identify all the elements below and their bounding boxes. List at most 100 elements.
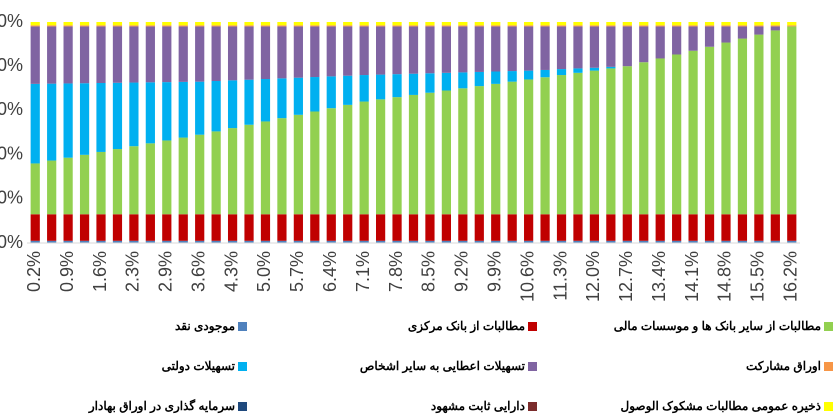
bar-segment: [573, 72, 583, 215]
bar-segment: [244, 124, 254, 215]
bar-segment: [63, 26, 73, 84]
bar-segment: [96, 25, 106, 27]
bar-segment: [162, 140, 172, 215]
bar-segment: [47, 83, 57, 161]
bar-segment: [326, 108, 336, 215]
x-tick-label: 8.5%: [419, 251, 439, 292]
bar-segment: [30, 22, 40, 26]
bar-segment: [162, 25, 172, 27]
bar-segment: [79, 26, 90, 84]
bar-segment: [556, 26, 567, 70]
bar-segment: [540, 26, 550, 70]
bar-segment: [195, 214, 205, 241]
legend-label: تسهیلات دولتی: [161, 359, 235, 373]
legend-swatch: [824, 401, 833, 411]
bar-segment: [211, 22, 221, 26]
bar-segment: [376, 240, 386, 243]
bar-segment: [754, 25, 764, 27]
x-tick-label: 4.3%: [221, 251, 241, 292]
bar-segment: [425, 240, 435, 243]
bar-segment: [260, 26, 271, 80]
bar-segment: [491, 83, 501, 215]
bar-segment: [129, 22, 139, 26]
bar-segment: [392, 240, 402, 243]
bar-segment: [211, 131, 221, 215]
bar-segment: [441, 90, 451, 215]
bar-segment: [178, 22, 188, 26]
bar-segment: [491, 71, 501, 84]
bar-segment: [244, 214, 254, 241]
bar-segment: [178, 137, 188, 215]
bar-segment: [178, 26, 188, 82]
bar-segment: [227, 25, 238, 27]
bar-segment: [162, 26, 172, 83]
bar-segment: [376, 25, 386, 27]
bar-segment: [79, 154, 90, 215]
legend-label: اوراق مشارکت: [746, 359, 821, 373]
bar-segment: [162, 82, 172, 141]
bar-segment: [770, 25, 780, 27]
bar-segment: [458, 25, 468, 27]
bar-segment: [441, 22, 451, 26]
bar-segment: [244, 22, 254, 26]
bar-segment: [30, 26, 40, 84]
bar-segment: [326, 26, 336, 77]
bar-segment: [47, 22, 57, 26]
x-tick-label: 13.4%: [649, 251, 669, 302]
bar-segment: [96, 82, 106, 152]
bar-segment: [474, 22, 484, 26]
bar-segment: [47, 160, 57, 215]
bar-segment: [754, 240, 764, 243]
bar-segment: [145, 26, 155, 83]
bar-segment: [507, 71, 517, 82]
bar-segment: [96, 26, 106, 83]
bar-segment: [507, 214, 517, 241]
x-tick-label: 0.2%: [24, 251, 44, 292]
bar-segment: [704, 26, 715, 47]
bar-segment: [129, 82, 139, 147]
bar-segment: [30, 214, 40, 241]
bar-segment: [211, 240, 221, 243]
legend-item: تسهیلات دولتی: [162, 359, 247, 373]
bar-segment: [359, 26, 369, 76]
bar-segment: [507, 25, 517, 27]
bar-segment: [737, 214, 748, 241]
bar-segment: [63, 25, 73, 27]
bar-segment: [754, 26, 764, 35]
x-tick-label: 7.1%: [353, 251, 373, 292]
x-tick-label: 2.9%: [156, 251, 176, 292]
bar-segment: [688, 22, 698, 26]
bar-segment: [47, 26, 57, 84]
bar-segment: [293, 77, 303, 115]
y-tick-label: 60%: [0, 99, 23, 119]
bar-segment: [408, 26, 419, 74]
legend-label: مطالبات از سایر بانک ها و موسسات مالی: [613, 319, 821, 333]
bar-segment: [63, 240, 73, 243]
bar-segment: [474, 26, 484, 72]
bar-segment: [589, 214, 600, 241]
bar-segment: [639, 214, 649, 241]
bar-segment: [79, 214, 90, 241]
bar-segment: [721, 26, 731, 43]
bar-segment: [30, 240, 40, 243]
bar-segment: [737, 25, 748, 27]
bar-segment: [310, 214, 320, 241]
bar-segment: [704, 240, 715, 243]
bar-segment: [376, 26, 386, 75]
bar-segment: [195, 26, 205, 82]
bar-segment: [162, 214, 172, 241]
legend-item: دارایی ثابت مشهود: [431, 399, 537, 413]
bar-segment: [425, 22, 435, 26]
bar-segment: [688, 25, 698, 27]
bar-segment: [145, 143, 155, 215]
bar-segment: [145, 25, 155, 27]
bar-segment: [474, 240, 484, 243]
bar-segment: [672, 26, 682, 55]
bar-segment: [573, 68, 583, 73]
bar-segment: [277, 240, 287, 243]
bar-segment: [343, 25, 353, 27]
bar-segment: [277, 25, 287, 27]
bar-segment: [376, 22, 386, 26]
bar-segment: [655, 214, 665, 241]
bar-segment: [540, 22, 550, 26]
